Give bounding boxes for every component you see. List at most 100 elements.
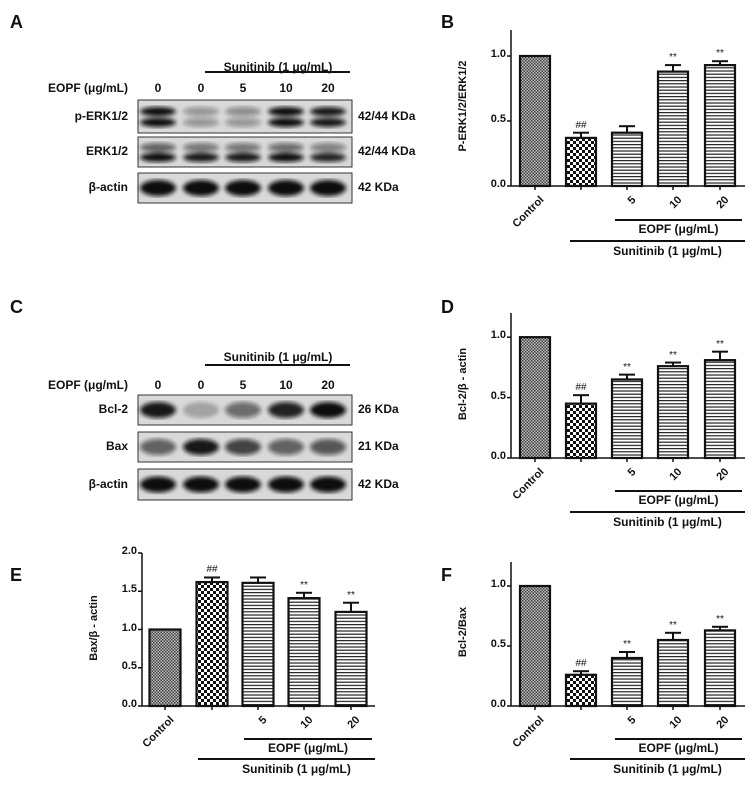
significance-marker: ## (206, 564, 218, 576)
treatment-bracket-line (205, 364, 350, 366)
molecular-weight-label: 42 KDa (358, 180, 399, 194)
y-tick-label: 1.5 (121, 583, 137, 596)
protein-band (140, 476, 176, 493)
treatment-header: Sunitinib (1 μg/mL) (223, 350, 333, 364)
protein-band (310, 439, 346, 455)
protein-band (183, 402, 219, 418)
treatment-bracket-line (205, 71, 350, 73)
protein-band (268, 180, 304, 196)
lane-label: 5 (239, 81, 247, 95)
protein-band (225, 117, 261, 127)
protein-band (310, 143, 346, 152)
bar (334, 610, 368, 708)
protein-band (225, 143, 261, 152)
bar (241, 581, 275, 708)
eopf-bracket-line (615, 219, 742, 221)
protein-band (183, 152, 219, 162)
y-tick-label: 1.0 (490, 329, 506, 342)
panel-label-D: D (441, 297, 454, 317)
sunitinib-bracket-line (570, 511, 745, 513)
sunitinib-bracket-line (570, 240, 745, 242)
bar (518, 584, 552, 708)
protein-band (268, 476, 304, 493)
sunitinib-group-label: Sunitinib (1 μg/mL) (613, 244, 722, 258)
molecular-weight-label: 42 KDa (358, 476, 399, 491)
panel-label-C: C (10, 297, 23, 317)
protein-band (140, 402, 176, 418)
bar (656, 638, 690, 708)
blot-bands (140, 143, 346, 162)
lane-label: 20 (321, 378, 335, 392)
bar (148, 628, 182, 708)
bar (656, 365, 690, 460)
bar (656, 70, 690, 188)
bar (518, 336, 552, 460)
treatment-header: Sunitinib (1 μg/mL) (223, 60, 333, 74)
bar (703, 359, 737, 460)
y-tick-label: 0.0 (121, 698, 137, 710)
blot-bands (140, 476, 346, 493)
eopf-group-label: EOPF (μg/mL) (267, 741, 349, 755)
blot-bands (140, 180, 346, 196)
protein-label: Bcl-2 (98, 402, 128, 416)
protein-band (225, 180, 261, 196)
protein-band (183, 117, 219, 127)
significance-marker: ** (623, 361, 631, 373)
protein-band (268, 143, 304, 152)
y-tick-label: 0.0 (490, 450, 506, 462)
significance-marker: ** (716, 613, 724, 625)
sunitinib-bracket-line (198, 758, 375, 760)
protein-label: ERK1/2 (85, 144, 128, 158)
protein-band (310, 476, 346, 493)
bar (518, 54, 552, 188)
significance-marker: ** (669, 52, 677, 64)
significance-marker: ** (669, 619, 677, 631)
blot-bands (140, 439, 346, 455)
panel-label-B: B (441, 12, 454, 32)
lane-label: 10 (279, 81, 293, 95)
molecular-weight-label: 42/44 KDa (358, 144, 416, 158)
significance-marker: ** (716, 48, 724, 60)
eopf-bracket-line (615, 490, 742, 492)
y-tick-label: 2.0 (121, 545, 137, 557)
protein-band (183, 439, 219, 455)
protein-band (268, 402, 304, 418)
blot-bands (140, 107, 346, 127)
y-tick-label: 0.0 (490, 698, 506, 710)
y-tick-label: 0.0 (490, 178, 506, 190)
sunitinib-group-label: Sunitinib (1 μg/mL) (613, 762, 722, 776)
blot-strip (137, 99, 353, 134)
sunitinib-bracket-line (570, 758, 745, 760)
protein-band (183, 143, 219, 152)
eopf-group-label: EOPF (μg/mL) (638, 493, 719, 507)
protein-band (310, 402, 346, 418)
protein-band (268, 152, 304, 162)
bar (564, 136, 598, 188)
significance-marker: ** (669, 349, 677, 361)
protein-band (225, 152, 261, 162)
protein-band (140, 439, 176, 455)
y-tick-label: 0.5 (490, 113, 506, 125)
blot-bands (140, 402, 346, 418)
protein-band (140, 180, 176, 196)
significance-marker: ** (347, 589, 355, 601)
y-tick-label: 1.0 (121, 621, 137, 634)
significance-marker: ** (716, 338, 724, 350)
lane-label: 20 (321, 81, 335, 95)
y-tick-label: 0.5 (121, 659, 137, 672)
significance-marker: ## (575, 382, 587, 394)
bar (287, 597, 321, 708)
protein-band (225, 107, 261, 117)
eopf-bracket-line (244, 738, 372, 740)
bar (610, 131, 644, 188)
bar (564, 673, 598, 708)
molecular-weight-label: 21 KDa (358, 439, 399, 453)
lane-label: 0 (197, 81, 205, 95)
bar (703, 63, 737, 188)
sunitinib-group-label: Sunitinib (1 μg/mL) (242, 762, 351, 776)
y-tick-label: 1.0 (490, 48, 506, 60)
y-tick-label: 1.0 (490, 578, 506, 590)
protein-band (310, 107, 346, 117)
bar (610, 378, 644, 460)
